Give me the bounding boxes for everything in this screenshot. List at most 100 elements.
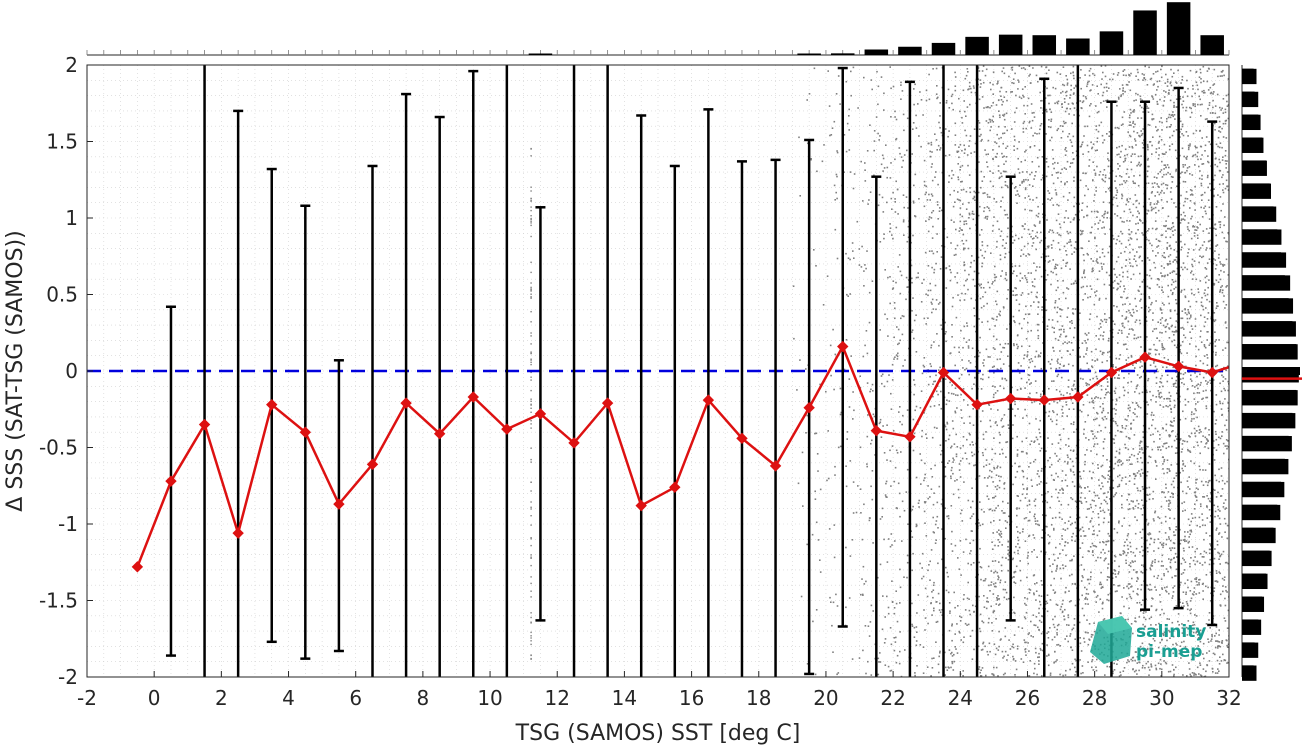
scatter-point	[815, 609, 818, 611]
scatter-point	[996, 597, 998, 599]
scatter-point	[877, 103, 879, 106]
scatter-point	[1069, 523, 1072, 526]
scatter-point	[867, 414, 869, 416]
scatter-point	[1073, 380, 1076, 382]
scatter-point	[1094, 494, 1097, 497]
scatter-point	[1015, 234, 1017, 237]
scatter-point	[1129, 237, 1132, 239]
scatter-point	[1149, 583, 1151, 586]
scatter-point	[1025, 604, 1027, 606]
scatter-point	[1001, 270, 1003, 272]
scatter-point	[1156, 200, 1159, 202]
scatter-point	[1079, 312, 1081, 314]
scatter-point	[1055, 389, 1058, 391]
scatter-point	[1186, 226, 1189, 228]
scatter-point	[986, 485, 989, 487]
scatter-point	[1163, 225, 1165, 227]
scatter-point	[938, 609, 941, 611]
scatter-point	[1024, 208, 1026, 211]
scatter-point	[996, 133, 998, 136]
scatter-point	[966, 624, 968, 626]
scatter-point	[1026, 598, 1029, 600]
scatter-point	[1152, 330, 1154, 333]
scatter-point	[889, 302, 891, 305]
scatter-point	[932, 383, 934, 385]
scatter-point	[871, 280, 874, 282]
scatter-point	[1052, 618, 1054, 621]
scatter-point	[1072, 282, 1075, 285]
scatter-point	[1060, 333, 1062, 336]
scatter-point	[1120, 554, 1122, 556]
scatter-point	[1091, 551, 1094, 553]
scatter-point	[947, 88, 950, 91]
scatter-point	[1061, 376, 1063, 379]
scatter-point	[991, 283, 993, 285]
scatter-point	[966, 68, 969, 70]
scatter-point	[1102, 602, 1104, 604]
scatter-point	[828, 105, 831, 107]
scatter-point	[1033, 116, 1036, 118]
scatter-point	[1101, 482, 1103, 484]
scatter-point	[983, 364, 985, 367]
scatter-point	[1157, 560, 1160, 563]
scatter-point	[1050, 367, 1052, 370]
scatter-point	[986, 650, 989, 653]
scatter-point	[1137, 229, 1139, 231]
scatter-point	[1016, 495, 1019, 497]
scatter-point	[1125, 259, 1128, 261]
scatter-point	[1048, 318, 1050, 321]
scatter-point	[1016, 190, 1019, 192]
scatter-point	[995, 474, 998, 476]
scatter-point	[1072, 308, 1074, 310]
scatter-point	[1016, 453, 1019, 456]
scatter-point	[1074, 658, 1076, 661]
scatter-point	[1082, 672, 1084, 674]
scatter-point	[1137, 588, 1139, 590]
scatter-point	[1169, 310, 1172, 313]
scatter-point	[1116, 74, 1119, 76]
scatter-point	[952, 393, 955, 395]
scatter-point	[935, 67, 938, 70]
scatter-point	[1041, 642, 1044, 645]
scatter-point	[941, 558, 943, 561]
scatter-point	[989, 425, 992, 428]
scatter-point	[870, 79, 873, 81]
scatter-point	[1052, 410, 1054, 412]
scatter-point	[1120, 94, 1123, 96]
scatter-point	[955, 253, 957, 256]
scatter-point	[977, 355, 980, 358]
scatter-point	[1108, 337, 1110, 340]
scatter-point	[1137, 155, 1140, 158]
scatter-point	[1089, 578, 1092, 581]
scatter-point	[968, 432, 971, 435]
scatter-point	[1158, 339, 1161, 342]
scatter-point	[819, 383, 821, 386]
scatter-point	[1129, 565, 1132, 568]
scatter-point	[914, 215, 916, 217]
scatter-point	[927, 569, 929, 572]
scatter-point	[1068, 113, 1070, 115]
scatter-point	[1003, 414, 1006, 416]
scatter-point	[1059, 390, 1061, 393]
scatter-point	[1073, 618, 1076, 620]
scatter-point	[994, 544, 996, 547]
scatter-point	[969, 187, 971, 189]
scatter-point	[1055, 273, 1058, 276]
scatter-point	[1056, 320, 1059, 323]
scatter-point	[986, 244, 989, 247]
scatter-point	[1056, 564, 1058, 567]
scatter-point	[1108, 131, 1111, 133]
scatter-point	[1017, 368, 1019, 371]
scatter-point	[1061, 488, 1064, 490]
scatter-point	[958, 496, 960, 499]
scatter-point	[1119, 430, 1122, 433]
scatter-point	[1007, 569, 1009, 572]
scatter-point	[1138, 256, 1141, 259]
scatter-point	[989, 106, 991, 109]
scatter-point	[1036, 323, 1039, 326]
scatter-point	[886, 561, 889, 563]
scatter-point	[1003, 487, 1006, 490]
scatter-point	[1159, 240, 1161, 243]
scatter-point	[1124, 288, 1126, 290]
scatter-point	[1123, 517, 1126, 519]
